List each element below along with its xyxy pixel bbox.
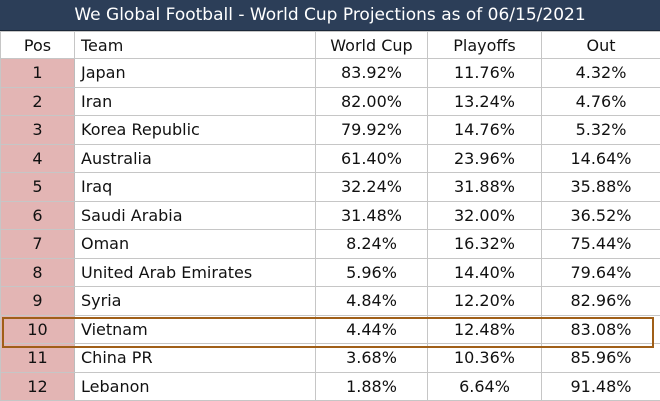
cell-team[interactable]: Oman [74,229,316,259]
table-row[interactable]: 6 Saudi Arabia 31.48% 32.00% 36.52% [0,200,660,230]
cell-out[interactable]: 75.44% [541,229,660,259]
cell-pos[interactable]: 5 [0,172,75,202]
table-row-highlighted[interactable]: 10 Vietnam 4.44% 12.48% 83.08% [0,314,660,344]
table-row[interactable]: 3 Korea Republic 79.92% 14.76% 5.32% [0,115,660,145]
cell-out[interactable]: 5.32% [541,115,660,145]
projections-table: Pos Team World Cup Playoffs Out 1 Japan … [0,31,660,401]
cell-out[interactable]: 79.64% [541,257,660,287]
header-out[interactable]: Out [541,31,660,59]
cell-team[interactable]: Vietnam [74,314,316,344]
cell-world-cup[interactable]: 8.24% [315,229,428,259]
cell-playoffs[interactable]: 11.76% [427,58,542,88]
cell-world-cup[interactable]: 1.88% [315,371,428,401]
cell-team[interactable]: Lebanon [74,371,316,401]
cell-world-cup[interactable]: 79.92% [315,115,428,145]
cell-out[interactable]: 4.32% [541,58,660,88]
header-world-cup[interactable]: World Cup [315,31,428,59]
cell-playoffs[interactable]: 10.36% [427,343,542,373]
cell-playoffs[interactable]: 16.32% [427,229,542,259]
cell-playoffs[interactable]: 12.20% [427,286,542,316]
cell-out[interactable]: 82.96% [541,286,660,316]
cell-out[interactable]: 83.08% [541,314,660,344]
cell-out[interactable]: 4.76% [541,86,660,116]
cell-pos[interactable]: 10 [0,314,75,344]
cell-pos[interactable]: 6 [0,200,75,230]
cell-pos[interactable]: 8 [0,257,75,287]
cell-playoffs[interactable]: 6.64% [427,371,542,401]
table-row[interactable]: 2 Iran 82.00% 13.24% 4.76% [0,86,660,116]
table-row[interactable]: 1 Japan 83.92% 11.76% 4.32% [0,58,660,88]
cell-world-cup[interactable]: 82.00% [315,86,428,116]
cell-playoffs[interactable]: 14.76% [427,115,542,145]
cell-team[interactable]: Japan [74,58,316,88]
table-title: We Global Football - World Cup Projectio… [0,0,660,31]
cell-playoffs[interactable]: 32.00% [427,200,542,230]
cell-world-cup[interactable]: 61.40% [315,143,428,173]
cell-team[interactable]: Iran [74,86,316,116]
cell-world-cup[interactable]: 32.24% [315,172,428,202]
header-team[interactable]: Team [74,31,316,59]
cell-playoffs[interactable]: 31.88% [427,172,542,202]
cell-pos[interactable]: 7 [0,229,75,259]
cell-team[interactable]: China PR [74,343,316,373]
table-row[interactable]: 11 China PR 3.68% 10.36% 85.96% [0,343,660,373]
cell-playoffs[interactable]: 12.48% [427,314,542,344]
cell-out[interactable]: 35.88% [541,172,660,202]
cell-world-cup[interactable]: 83.92% [315,58,428,88]
table-row[interactable]: 4 Australia 61.40% 23.96% 14.64% [0,143,660,173]
cell-world-cup[interactable]: 3.68% [315,343,428,373]
header-row: Pos Team World Cup Playoffs Out [0,31,660,59]
cell-out[interactable]: 85.96% [541,343,660,373]
header-playoffs[interactable]: Playoffs [427,31,542,59]
cell-playoffs[interactable]: 23.96% [427,143,542,173]
cell-pos[interactable]: 1 [0,58,75,88]
header-pos[interactable]: Pos [0,31,75,59]
table-row[interactable]: 7 Oman 8.24% 16.32% 75.44% [0,229,660,259]
cell-team[interactable]: Korea Republic [74,115,316,145]
cell-team[interactable]: Australia [74,143,316,173]
cell-pos[interactable]: 11 [0,343,75,373]
cell-world-cup[interactable]: 5.96% [315,257,428,287]
cell-team[interactable]: Iraq [74,172,316,202]
cell-playoffs[interactable]: 13.24% [427,86,542,116]
table-row[interactable]: 8 United Arab Emirates 5.96% 14.40% 79.6… [0,257,660,287]
cell-pos[interactable]: 9 [0,286,75,316]
cell-pos[interactable]: 2 [0,86,75,116]
table-row[interactable]: 12 Lebanon 1.88% 6.64% 91.48% [0,371,660,401]
cell-world-cup[interactable]: 4.84% [315,286,428,316]
cell-out[interactable]: 91.48% [541,371,660,401]
cell-out[interactable]: 36.52% [541,200,660,230]
cell-pos[interactable]: 12 [0,371,75,401]
cell-out[interactable]: 14.64% [541,143,660,173]
cell-team[interactable]: United Arab Emirates [74,257,316,287]
cell-pos[interactable]: 4 [0,143,75,173]
cell-world-cup[interactable]: 31.48% [315,200,428,230]
cell-pos[interactable]: 3 [0,115,75,145]
cell-team[interactable]: Syria [74,286,316,316]
table-row[interactable]: 9 Syria 4.84% 12.20% 82.96% [0,286,660,316]
cell-world-cup[interactable]: 4.44% [315,314,428,344]
cell-playoffs[interactable]: 14.40% [427,257,542,287]
table-row[interactable]: 5 Iraq 32.24% 31.88% 35.88% [0,172,660,202]
cell-team[interactable]: Saudi Arabia [74,200,316,230]
